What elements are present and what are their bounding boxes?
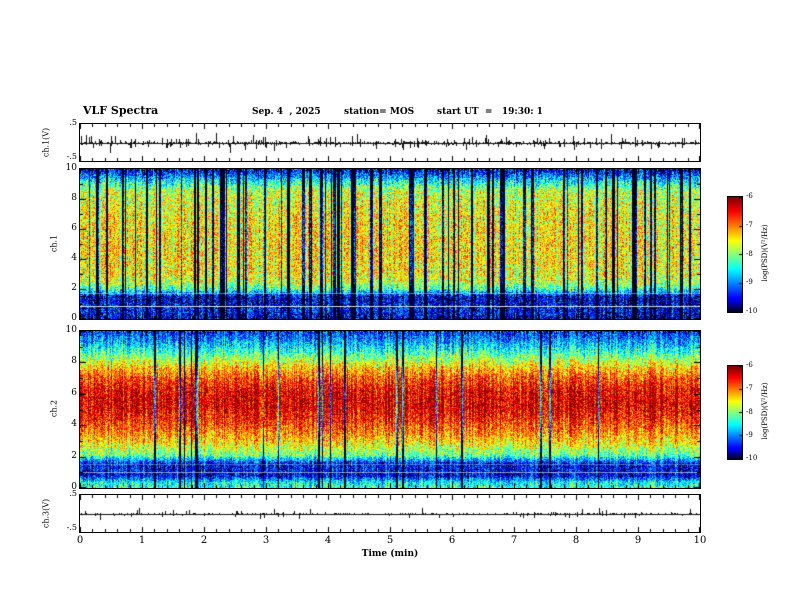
colorbar1-tick-label: -9	[746, 278, 753, 287]
ch3-voltage-axis-label: ch.3(V)	[41, 498, 51, 529]
colorbar2-tick-label: -8	[746, 407, 753, 416]
ch1-wave-y-tick-label: -.5	[66, 152, 77, 161]
ch2-axis-channel-text: ch.2	[49, 399, 59, 418]
colorbar2-tick-label: -9	[746, 430, 753, 439]
x-tick-label: 9	[634, 535, 642, 546]
ch2-spec-y-tick-label: 10	[65, 325, 77, 335]
x-tick-label: 5	[386, 535, 394, 546]
colorbar1-axis-label: log(PSD)(V²/Hz)	[761, 224, 769, 282]
ch1-spec-y-tick-label: 6	[71, 223, 77, 233]
colorbar1-tick-label: -8	[746, 249, 753, 258]
x-tick-label: 8	[572, 535, 580, 546]
ch3-wave-y-tick-label: -.5	[66, 523, 77, 532]
ch2-spectrogram-canvas	[80, 331, 700, 488]
ch1-waveform-panel	[79, 123, 701, 162]
colorbar2-panel	[727, 365, 743, 460]
ch1-axis-channel-text: ch.1	[49, 234, 59, 253]
x-tick-label: 1	[138, 535, 146, 546]
x-tick-label: 7	[510, 535, 518, 546]
ch2-frequency-axis-label: ch.2 Frequency (kHz)	[30, 334, 89, 484]
colorbar1-tick-label: -7	[746, 220, 753, 229]
ch1-spec-y-tick-label: 0	[71, 313, 77, 323]
colorbar1-tick-label: -10	[746, 307, 758, 315]
ch1-voltage-axis-label: ch.1(V)	[41, 127, 51, 158]
ch1-frequency-axis-label: ch.1 Frequency (kHz)	[30, 169, 89, 319]
ch2-spec-y-tick-label: 8	[71, 356, 77, 367]
x-tick-label: 2	[200, 535, 208, 546]
colorbar2-tick-label: -10	[746, 454, 758, 462]
ch2-spec-y-tick-label: 0	[71, 482, 77, 492]
ch1-spec-y-tick-label: 2	[71, 283, 77, 293]
x-tick-label: 0	[76, 535, 84, 546]
ch1-spectrogram-panel	[79, 168, 701, 320]
x-tick-label: 10	[693, 535, 707, 546]
ch3-wave-y-tick-label: .5	[69, 489, 77, 498]
date-label: Sep. 4 , 2025	[252, 107, 321, 117]
x-axis-title: Time (min)	[361, 549, 419, 559]
x-tick-label: 6	[448, 535, 456, 546]
colorbar1-canvas	[728, 197, 742, 312]
ch1-spec-y-tick-label: 10	[65, 163, 77, 173]
ch2-spec-y-tick-label: 6	[71, 387, 77, 398]
ch1-spec-y-tick-label: 8	[71, 193, 77, 203]
colorbar1-panel	[727, 196, 743, 313]
ch3-waveform-canvas	[80, 495, 700, 532]
ch2-spectrogram-panel	[79, 330, 701, 489]
ch1-wave-y-tick-label: .5	[69, 118, 77, 127]
colorbar2-tick-label: -6	[746, 361, 753, 369]
start-ut-label: start UT = 19:30: 1	[437, 107, 543, 117]
colorbar1-tick-label: -6	[746, 192, 753, 200]
x-tick-label: 4	[324, 535, 332, 546]
ch1-spec-y-tick-label: 4	[71, 253, 77, 263]
colorbar2-axis-label: log(PSD)(V²/Hz)	[761, 382, 769, 440]
x-tick-label: 3	[262, 535, 270, 546]
ch1-spectrogram-canvas	[80, 169, 700, 319]
colorbar2-tick-label: -7	[746, 384, 753, 393]
ch2-spec-y-tick-label: 2	[71, 450, 77, 461]
colorbar2-canvas	[728, 366, 742, 459]
ch3-waveform-panel	[79, 494, 701, 533]
station-label: station= MOS	[344, 107, 415, 117]
ch1-waveform-canvas	[80, 124, 700, 161]
figure-title: VLF Spectra	[83, 104, 159, 117]
ch2-spec-y-tick-label: 4	[71, 419, 77, 430]
